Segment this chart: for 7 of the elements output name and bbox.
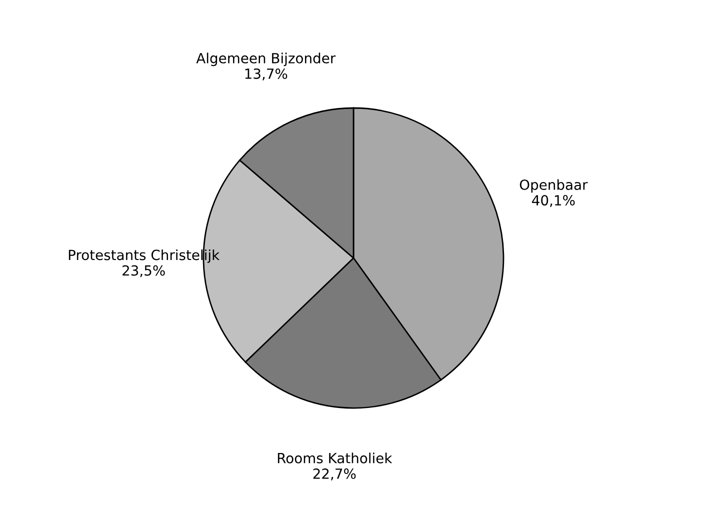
slice-label: Rooms Katholiek <box>278 452 392 464</box>
data-label: 23,5% <box>122 265 165 278</box>
data-label: 40,1% <box>532 195 575 207</box>
data-label: 13,7% <box>245 68 288 80</box>
slice-label: Algemeen Bijzonder <box>196 52 336 66</box>
slice-label: Openbaar <box>520 179 588 193</box>
data-label: 22,7% <box>313 468 356 480</box>
